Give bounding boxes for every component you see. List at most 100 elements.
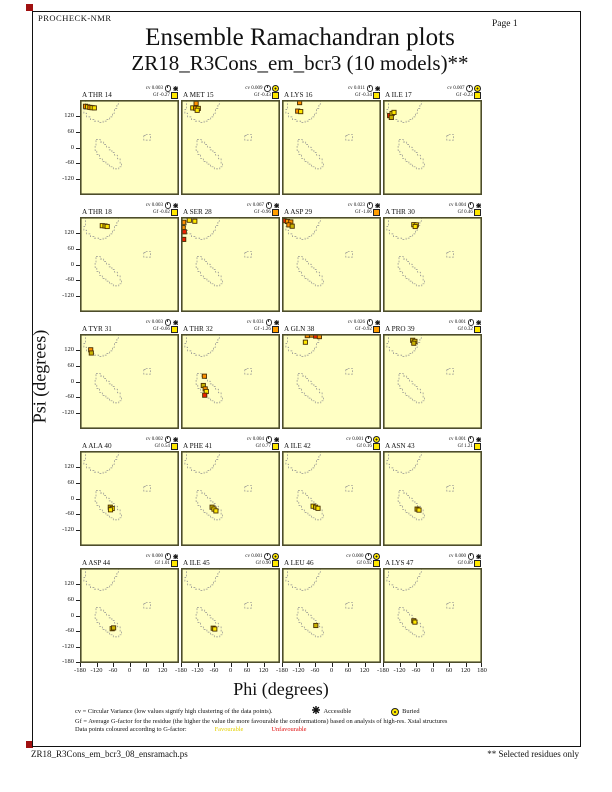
beta-region-outline <box>83 100 119 123</box>
plot-stats: cv 0.007 Gf -0.23 <box>447 85 481 99</box>
plot-cell-a-lys-16: A LYS 16 cv 0.011 Gf -0.34 <box>282 84 381 195</box>
cv-value: cv 0.009 <box>245 86 263 91</box>
plot-header: A THR 32 cv 0.031 Gf -1.26 <box>181 318 280 334</box>
accessible-star-icon <box>475 436 481 443</box>
y-tick-label: 60 <box>67 244 75 252</box>
left-alpha-region-outline <box>244 484 252 492</box>
cv-value: cv 0.031 <box>246 320 264 325</box>
gf-value: Gf 1.21 <box>457 444 473 449</box>
cv-dial-icon <box>164 553 171 560</box>
plot-cell-a-ile-42: A ILE 42 cv 0.001 Gf 0.16 <box>282 435 381 546</box>
beta-region-outline <box>386 568 422 591</box>
x-axis-title: Phi (degrees) <box>233 679 329 699</box>
y-tick-mark <box>76 349 80 351</box>
x-tick-label: -180 <box>377 667 389 674</box>
plot-cell-a-met-15: A MET 15 cv 0.009 Gf -0.43 <box>181 84 280 195</box>
gf-color-swatch <box>474 560 481 567</box>
data-point <box>186 217 192 223</box>
plot-stats: cv 0.000 Gf 0.92 <box>346 553 380 567</box>
left-alpha-region-outline <box>143 601 151 609</box>
beta-region-outline <box>83 568 119 591</box>
cv-dial-icon <box>466 85 473 92</box>
x-tick-mark <box>282 663 283 667</box>
y-tick-mark <box>76 530 80 532</box>
accessible-star-icon <box>312 705 321 715</box>
residue-label: A THR 30 <box>385 208 415 216</box>
left-alpha-region-outline <box>143 133 151 141</box>
cv-value: cv 0.011 <box>347 86 365 91</box>
buried-circle-icon <box>373 436 380 443</box>
plot-header: A ASP 44 cv 0.000 Gf 1.01 <box>80 552 179 568</box>
app-name: PROCHECK-NMR <box>38 13 112 23</box>
x-tick-label: -180 <box>276 667 288 674</box>
legend-cv-text: cv = Circular Variance (low values signi… <box>75 707 273 715</box>
y-tick-label: 120 <box>64 228 74 236</box>
buried-circle-icon <box>474 85 481 92</box>
plot-cell-a-tyr-31: A TYR 31 cv 0.003 Gf -0.66 <box>80 318 179 429</box>
x-tick-label: 0 <box>430 667 435 674</box>
ramachandran-plot <box>181 334 280 429</box>
plot-cell-a-thr-32: A THR 32 cv 0.031 Gf -1.26 <box>181 318 280 429</box>
left-alpha-region-outline <box>446 484 454 492</box>
x-tick-label: -180 <box>74 667 86 674</box>
residue-label: A PRO 39 <box>385 325 415 333</box>
accessible-star-icon <box>475 319 481 326</box>
cv-dial-icon <box>467 319 474 326</box>
cv-value: cv 0.002 <box>145 437 163 442</box>
plot-stats: cv 0.000 Gf 0.89 <box>449 553 481 567</box>
y-tick-label: -180 <box>62 658 74 665</box>
data-point <box>193 100 199 106</box>
y-tick-label: 60 <box>67 478 75 486</box>
residue-label: A ASP 44 <box>82 559 111 567</box>
alpha-region-outline <box>94 256 122 287</box>
x-tick-label: -120 <box>393 667 406 674</box>
gf-value: Gf -0.96 <box>253 210 271 215</box>
plot-stats: cv 0.003 Gf -0.27 <box>146 85 178 99</box>
plot-header: A ASP 29 cv 0.023 Gf -1.06 <box>282 201 381 217</box>
left-alpha-region-outline <box>345 367 353 375</box>
left-alpha-region-outline <box>345 133 353 141</box>
legend-colour-text: Data points coloured according to G-fact… <box>75 726 187 734</box>
x-tick-label: -120 <box>292 667 305 674</box>
cv-value: cv 0.007 <box>447 86 465 91</box>
left-alpha-region-outline <box>143 250 151 258</box>
page-border <box>32 11 581 747</box>
gf-color-swatch <box>171 209 178 216</box>
plot-cell-a-phe-41: A PHE 41 cv 0.004 Gf 0.77 <box>181 435 280 546</box>
plot-cell-a-asn-43: A ASN 43 cv 0.001 Gf 1.21 <box>383 435 482 546</box>
cv-dial-icon <box>265 202 272 209</box>
x-tick-label: -60 <box>209 667 219 674</box>
ramachandran-plot <box>181 100 280 195</box>
residue-label: A ILE 17 <box>385 91 412 99</box>
beta-region-outline <box>83 217 119 240</box>
cv-dial-icon <box>164 85 171 92</box>
y-tick-label: 0 <box>70 377 74 385</box>
ramachandran-plot <box>282 100 381 195</box>
cv-value: cv 0.000 <box>346 554 364 559</box>
plot-cell-a-lys-47: A LYS 47 cv 0.000 Gf 0.89 <box>383 552 482 663</box>
data-point <box>298 109 304 115</box>
alpha-region-outline <box>195 607 223 638</box>
y-tick-label: 0 <box>70 494 74 502</box>
ramachandran-plot <box>282 568 381 663</box>
x-tick-label: 120 <box>258 667 269 674</box>
x-tick-mark <box>263 663 265 667</box>
gf-color-swatch <box>373 560 380 567</box>
residue-label: A MET 15 <box>183 91 214 99</box>
x-tick-mark <box>432 663 434 667</box>
plot-stats: cv 0.003 Gf -0.66 <box>146 319 178 333</box>
plot-stats: cv 0.003 Gf -0.02 <box>146 202 178 216</box>
data-point <box>412 223 418 230</box>
alpha-region-outline <box>296 373 324 404</box>
y-tick-label: 120 <box>64 345 74 353</box>
plot-header: A THR 14 cv 0.003 Gf -0.27 <box>80 84 179 100</box>
residue-label: A THR 14 <box>82 91 112 99</box>
cv-dial-icon <box>366 85 373 92</box>
data-point <box>104 223 110 230</box>
x-tick-mark <box>449 663 450 667</box>
data-point <box>201 373 207 379</box>
accessible-star-icon <box>172 436 178 443</box>
plot-cell-a-ile-45: A ILE 45 cv 0.001 Gf 0.90 <box>181 552 280 663</box>
legend-favourable-label: Favourable <box>214 726 244 734</box>
gf-color-swatch <box>474 209 481 216</box>
